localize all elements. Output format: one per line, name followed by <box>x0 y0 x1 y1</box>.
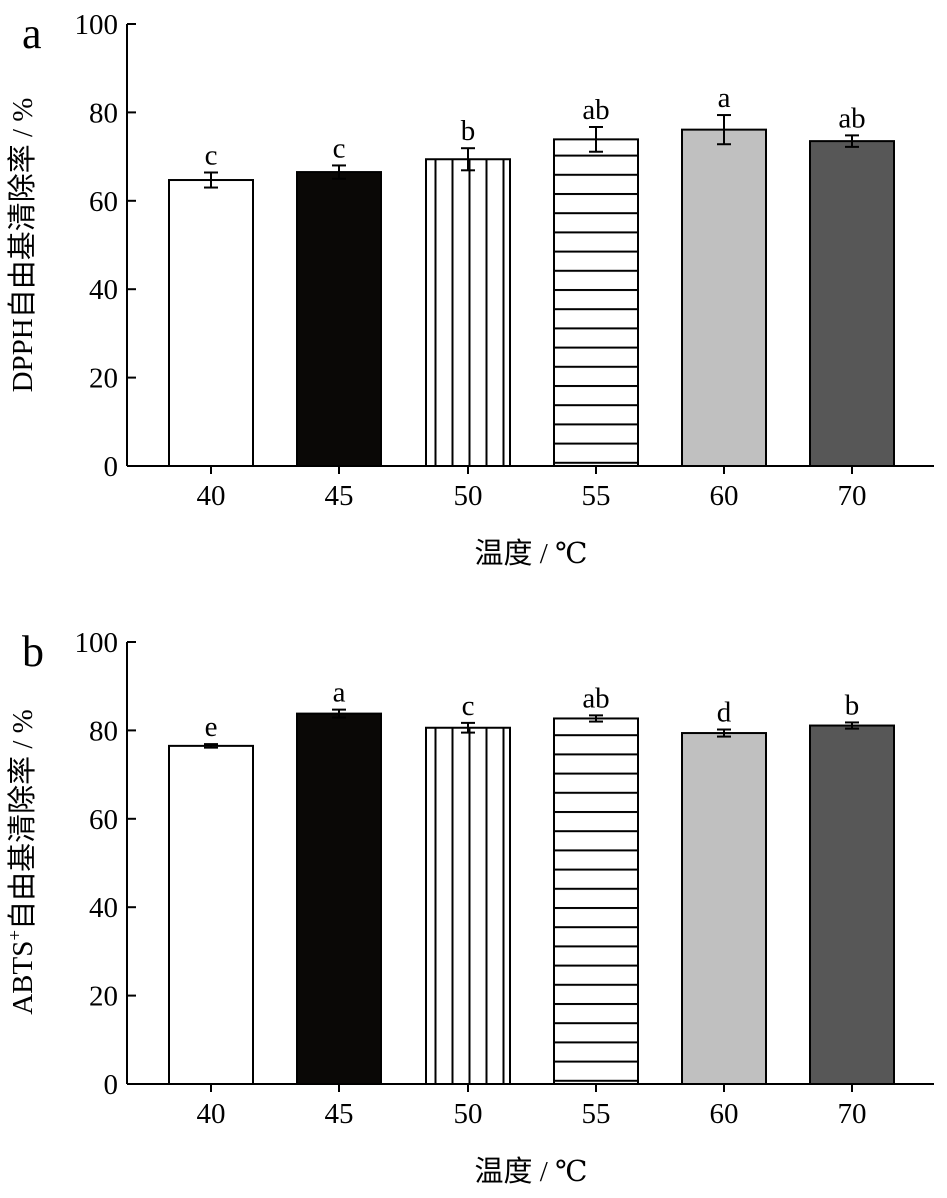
panel-a-bar-70 <box>809 140 895 467</box>
panel-a-y-tick-label: 40 <box>89 274 118 306</box>
panel-b-sig-label-40: e <box>205 711 218 743</box>
panel-b-y-axis-title-text: ABTS+自由基清除率 / % <box>5 709 39 1015</box>
panel-a-bar-50 <box>425 158 511 467</box>
panel-a-y-tick-label: 60 <box>89 186 118 218</box>
panel-b-x-tick-label-50: 50 <box>454 1098 483 1130</box>
panel-a-bar-55 <box>553 138 639 467</box>
panel-a-y-tick-label: 100 <box>75 9 119 41</box>
panel-a-x-tick-label-70: 70 <box>838 480 867 512</box>
panel-b-y-tick-label: 40 <box>89 892 118 924</box>
panel-a-letter: a <box>22 9 42 58</box>
panel-a-x-axis-title: 温度 / ℃ <box>475 537 588 570</box>
panel-b-plot: 0 20 40 60 80 100 e 40 a 45 c 50 ab 55 d 60 b 70 <box>75 627 934 1130</box>
panel-b-y-tick-label: 0 <box>104 1069 119 1101</box>
panel-a-y-axis-title-text: DPPH自由基清除率 / % <box>6 98 39 393</box>
panel-b-bar-45 <box>296 712 382 1085</box>
panel-a-y-tick-label: 0 <box>104 451 119 483</box>
panel-a-sig-label-55: ab <box>582 94 609 126</box>
panel-b-y-axis-title: ABTS+自由基清除率 / % <box>5 709 39 1015</box>
panel-a-x-tick-label-40: 40 <box>197 480 226 512</box>
panel-a-y-axis-title: DPPH自由基清除率 / % <box>6 98 39 393</box>
panel-a-sig-label-60: a <box>718 82 731 114</box>
panel-b-ylabel-sup: + <box>5 930 26 941</box>
panel-b-x-tick-label-45: 45 <box>325 1098 354 1130</box>
panel-a-sig-label-40: c <box>205 140 218 172</box>
panel-a: a DPPH自由基清除率 / % 温度 / ℃ 0 20 40 60 80 100 c 40 c… <box>6 9 934 570</box>
panel-b-x-tick-label-60: 60 <box>710 1098 739 1130</box>
panel-b-x-tick-label-55: 55 <box>582 1098 611 1130</box>
panel-b-letter: b <box>22 627 44 676</box>
panel-b-sig-label-45: a <box>333 677 346 709</box>
panel-b-x-axis-title: 温度 / ℃ <box>475 1155 588 1188</box>
panel-b-x-tick-label-40: 40 <box>197 1098 226 1130</box>
panel-b-y-tick-label: 100 <box>75 627 119 659</box>
panel-a-sig-label-50: b <box>461 115 476 147</box>
panel-b-bar-60 <box>681 732 767 1085</box>
panel-b-ylabel-main: ABTS <box>7 941 39 1015</box>
panel-b-y-tick-label: 20 <box>89 981 118 1013</box>
panel-b-sig-label-50: c <box>462 690 475 722</box>
panel-a-y-tick-label: 20 <box>89 363 118 395</box>
panel-a-x-tick-label-45: 45 <box>325 480 354 512</box>
panel-a-bar-60 <box>681 128 767 467</box>
panel-a-x-tick-label-50: 50 <box>454 480 483 512</box>
panel-b-bar-50 <box>425 726 511 1085</box>
panel-b: b ABTS+自由基清除率 / % 温度 / ℃ 0 20 40 60 80 100 e 40… <box>5 627 934 1188</box>
panel-a-sig-label-45: c <box>333 132 346 164</box>
panel-b-ylabel-rest: 自由基清除率 / % <box>6 709 39 930</box>
panel-b-sig-label-70: b <box>845 689 860 721</box>
panel-b-bar-40 <box>168 744 254 1085</box>
panel-b-y-tick-label: 80 <box>89 715 118 747</box>
panel-b-sig-label-55: ab <box>582 682 609 714</box>
panel-a-plot: 0 20 40 60 80 100 c 40 c 45 b 50 ab 55 a 60 ab 70 <box>75 9 934 512</box>
panel-b-x-tick-label-70: 70 <box>838 1098 867 1130</box>
panel-a-x-tick-label-55: 55 <box>582 480 611 512</box>
panel-a-bar-40 <box>168 179 254 467</box>
panel-b-bar-55 <box>553 717 639 1085</box>
panel-b-y-tick-label: 60 <box>89 804 118 836</box>
panel-a-x-tick-label-60: 60 <box>710 480 739 512</box>
panel-b-sig-label-60: d <box>717 697 732 729</box>
panel-b-bar-70 <box>809 724 895 1086</box>
panel-a-y-tick-label: 80 <box>89 97 118 129</box>
panel-a-sig-label-70: ab <box>838 102 865 134</box>
panel-a-bar-45 <box>296 171 382 467</box>
